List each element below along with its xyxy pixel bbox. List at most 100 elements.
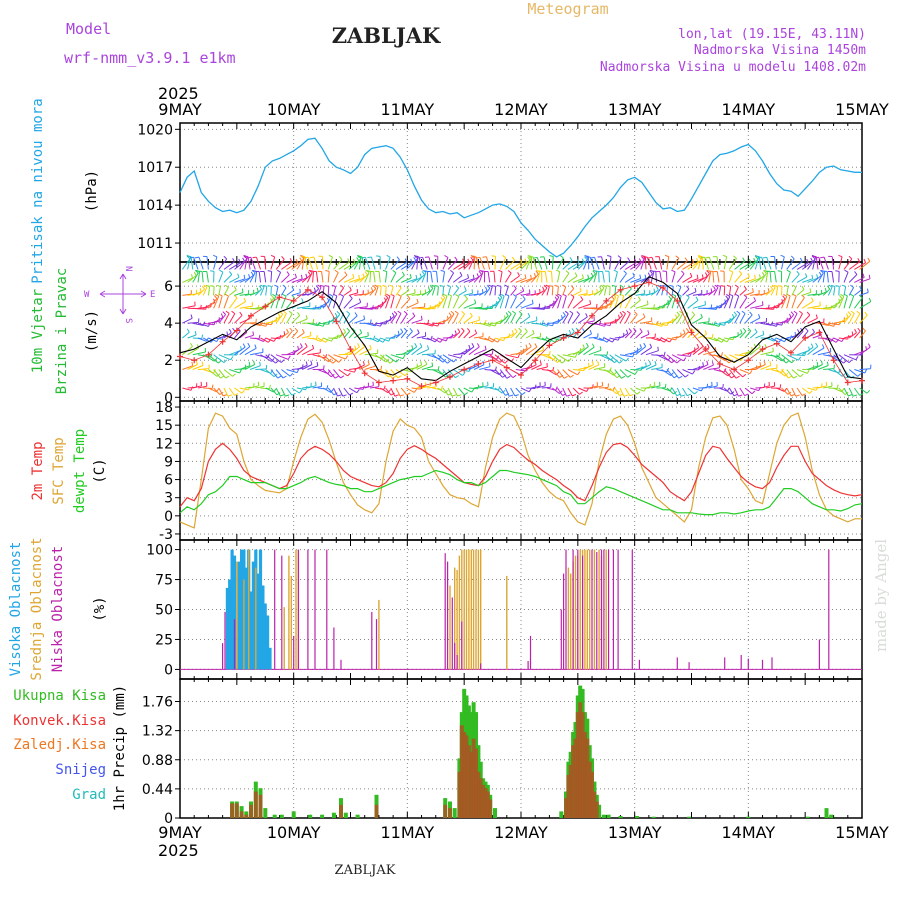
wind-barb [416, 256, 419, 270]
wind-barb [645, 273, 653, 283]
wind-barb [801, 330, 809, 339]
wind-barb [374, 337, 384, 343]
wind-barb-tick [454, 256, 458, 261]
precip-convective-bar [485, 791, 490, 818]
wind-barb-tick [542, 286, 545, 291]
wind-barb [486, 256, 491, 270]
wind-barb [265, 337, 275, 342]
wind-barb-tick [276, 269, 281, 273]
wind-barb-tick [753, 257, 756, 262]
wind-barb [843, 295, 848, 309]
wind-barb [598, 337, 608, 343]
wind-barb [380, 387, 389, 394]
temp2m-line [179, 442, 863, 508]
wind-barb-tick [258, 334, 261, 339]
wind-barb-tick [549, 350, 551, 355]
wind-barb-tick [654, 361, 657, 366]
wind-barb-tick [517, 272, 520, 277]
wind-barb-tick [356, 288, 359, 293]
wind-barb-tick [753, 297, 757, 302]
wind-barb-tick [189, 256, 194, 259]
wind-barb-tick [384, 294, 389, 299]
wind-barb [463, 331, 471, 339]
wind-barb [239, 305, 253, 309]
wind-barb [359, 335, 369, 339]
wind-barb [239, 387, 249, 391]
wind-barb [645, 292, 655, 296]
wind-barb [687, 278, 699, 283]
wind-barb-tick [374, 284, 379, 288]
wind-barb [823, 368, 835, 370]
wind-barb-tick [643, 342, 647, 347]
wind-barb [369, 337, 379, 343]
wind-barb-tick [864, 369, 868, 374]
wind-barb-tick [711, 361, 714, 366]
wind-barb-tick [395, 358, 400, 363]
wind-barb [270, 286, 272, 296]
wind-barb [625, 351, 639, 356]
wind-barb-tick [324, 285, 329, 287]
wind-barb [687, 314, 696, 324]
wind-barb [447, 354, 461, 359]
wind-barb [692, 387, 702, 392]
cloud-bar [740, 655, 742, 670]
wind-barb [244, 274, 254, 283]
wind-barb [280, 313, 287, 324]
wind-barb-tick [848, 394, 853, 397]
wind-barb [255, 354, 269, 359]
wind-barb [312, 337, 322, 343]
wind-barb [599, 369, 611, 372]
wind-barb [796, 297, 805, 309]
wind-barb [713, 287, 719, 296]
wind-barb [416, 364, 427, 370]
wind-barb [442, 354, 454, 363]
wind-barb-tick [257, 381, 260, 386]
wind-barb [546, 337, 556, 343]
wind-barb [598, 303, 612, 309]
precip-total-bar [355, 814, 360, 818]
wind-barb [421, 322, 433, 327]
precip-total-bar [606, 814, 611, 818]
precip-convective-bar [478, 778, 483, 818]
wind-barb [206, 256, 209, 270]
wind-barb [280, 387, 286, 397]
wind-barb [223, 369, 233, 377]
wind-barb [791, 354, 805, 356]
wind-barb [505, 369, 514, 378]
wind-barb-tick [305, 315, 308, 320]
wind-barb [182, 387, 192, 391]
wind-barb-tick [639, 344, 642, 349]
wind-barb-tick [763, 360, 766, 365]
wind-barb [630, 347, 642, 356]
wind-barb [557, 295, 562, 309]
wind-barb [749, 258, 759, 270]
wind-barb [333, 286, 337, 296]
wind-barb-tick [732, 314, 735, 319]
wind-barb [218, 354, 231, 361]
wind-barb-tick [389, 284, 394, 288]
cloud-bar [261, 585, 265, 670]
wind-barb [697, 364, 709, 370]
wind-barb [286, 387, 293, 396]
wind-barb-tick [358, 274, 360, 279]
wind-barb [458, 262, 470, 270]
wind-barb [713, 354, 726, 362]
wind-barb-tick [482, 256, 487, 258]
wind-barb [192, 351, 206, 356]
wind-barb-tick [669, 387, 673, 392]
wind-barb [676, 313, 684, 324]
cloud-bar [249, 591, 253, 670]
wind-barb [541, 304, 555, 309]
wind-barb [713, 302, 726, 309]
precip-total-bar [618, 816, 623, 818]
wind-barb-tick [815, 342, 819, 347]
wind-barb [379, 297, 389, 309]
wind-barb-tick [736, 310, 741, 314]
wind-barb [802, 278, 813, 283]
wind-barb-tick [280, 394, 285, 397]
wind-barb [505, 333, 514, 339]
cloud-bar [266, 615, 270, 670]
wind-barb-tick [539, 289, 541, 294]
wind-barb [718, 354, 730, 364]
wind-barb [843, 314, 852, 324]
